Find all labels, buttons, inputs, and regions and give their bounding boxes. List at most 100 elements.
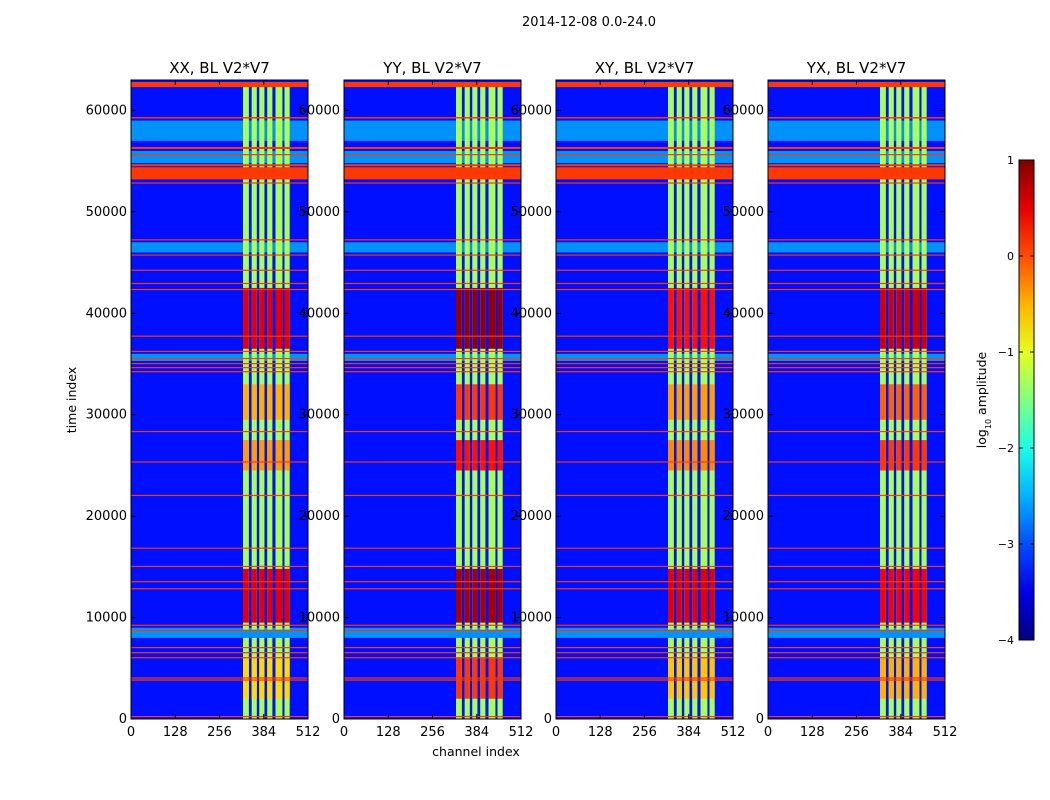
flagged-row [344,254,521,256]
bright-event [456,384,462,420]
bright-event [888,568,894,623]
bright-event [267,440,273,471]
bright-event [464,384,470,420]
x-tick-label: 128 [376,725,401,740]
bright-event [880,287,886,349]
bright-event [888,440,894,471]
x-tick-label: 256 [207,725,232,740]
bright-event [912,384,920,420]
flagged-row [556,367,733,369]
flagged-row [344,679,521,681]
flagged-row [556,350,733,353]
flagged-row [768,679,945,681]
flagged-row [556,652,733,654]
x-tick-label: 0 [764,725,772,740]
bright-event [904,287,910,349]
flagged-row [131,677,308,679]
panel-yx: YX, BL V2*V7 0 128 256 384 512 0 10000 20000 3000… [723,59,958,740]
flagged-row [768,254,945,256]
y-tick-label: 50000 [86,205,127,220]
flagged-row [556,117,733,119]
bright-event [464,568,470,623]
band-column [275,82,283,630]
bright-event [904,568,910,623]
flagged-row [556,565,733,568]
bright-event [904,440,910,471]
bright-event [709,440,715,471]
band-column [464,82,470,630]
colorbar-label-subscript: 10 [984,419,993,429]
bright-event [709,568,715,623]
bright-event [896,568,902,623]
bright-event [497,440,503,471]
y-tick-label: 40000 [511,306,552,321]
bright-event [684,568,690,623]
x-tick-label: 384 [676,725,701,740]
band-column [921,82,927,630]
colorbar-tick-label: −4 [998,634,1014,647]
colorbar-tick-label: −1 [998,346,1014,359]
bright-event [497,287,503,349]
colorbar-gradient [1018,159,1035,641]
flagged-row [768,362,945,365]
flagged-row [556,629,733,631]
bright-event [692,384,698,420]
flagged-row [344,288,521,291]
bright-event [275,384,283,420]
flagged-row [556,657,733,659]
band-column [700,82,708,630]
bright-event [456,287,462,349]
flagged-row [131,588,308,590]
y-tick-label: 10000 [723,611,764,626]
flagged-row [556,430,733,433]
flagged-row [556,461,733,463]
y-tick-label: 20000 [723,509,764,524]
bright-event [700,287,708,349]
flagged-row [344,494,521,497]
panel-yy: YY, BL V2*V7 0 128 256 384 512 0 10000 20000 3000… [299,59,534,740]
flagged-row [131,164,308,167]
bright-event [921,287,927,349]
panel-xx: XX, BL V2*V7 0 128 256 384 512 0 10000 20000 3000… [86,59,321,740]
x-tick-label: 384 [251,725,276,740]
bright-event [684,287,690,349]
flagged-row [344,362,521,365]
wideband-region [344,242,521,253]
bright-event [480,384,486,420]
bright-event [267,568,273,623]
band-column [896,82,902,630]
bright-event [676,440,682,471]
bright-event [692,287,698,349]
flagged-row [768,117,945,119]
band-column [259,82,265,630]
flagged-row [556,154,733,156]
flagged-row [768,335,945,337]
band-column [668,82,674,630]
flagged-row [344,367,521,369]
bright-event [259,384,265,420]
bright-event [267,287,273,349]
panel-xy: XY, BL V2*V7 0 128 256 384 512 0 10000 20000 3000… [511,59,746,740]
flagged-row [131,581,308,583]
bright-event [684,440,690,471]
bright-event [700,384,708,420]
bright-event [275,440,283,471]
flagged-row [344,588,521,590]
flagged-row [131,679,308,681]
wideband-region [131,627,308,638]
panel-image [344,80,521,719]
bright-event [668,287,674,349]
colorbar-label-suffix: amplitude [974,351,989,418]
wideband-region [768,353,945,361]
flagged-row [556,494,733,497]
bright-event [676,287,682,349]
flagged-row [344,430,521,433]
flagged-row [344,677,521,679]
flagged-row [768,154,945,156]
flagged-row [131,269,308,271]
flagged-row [556,547,733,549]
band-column [692,82,698,630]
band-column [880,82,886,630]
flagged-row [131,657,308,659]
flagged-row [344,182,521,184]
